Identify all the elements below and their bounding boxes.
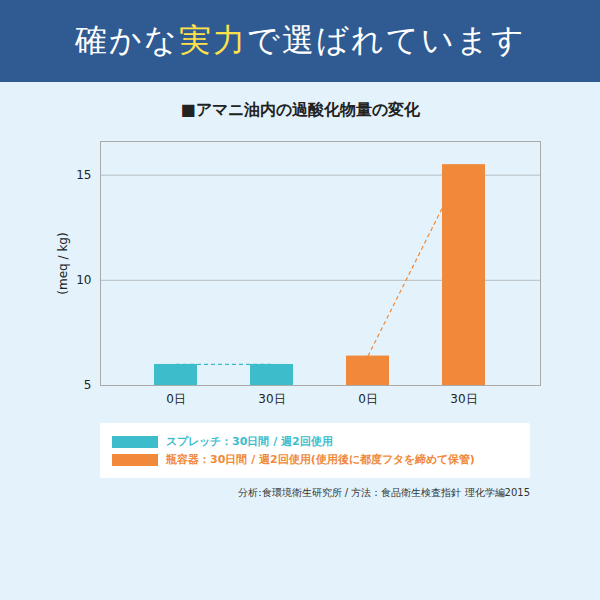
- svg-text:10: 10: [76, 273, 91, 287]
- html-text:分析:食環境衛生研究所 / 方法：食品衛生検査指針 理化学編: 分析:食環境衛生研究所 / 方法：食品衛生検査指針 理化学編2015: [238, 487, 530, 498]
- svg-text:15: 15: [76, 168, 91, 182]
- svg-text:0日: 0日: [358, 392, 378, 406]
- html-text:■アマニ油内の過酸化物量の変化: ■アマニ油内の過酸化物量の変化: [180, 100, 420, 119]
- svg-text:5: 5: [84, 378, 92, 392]
- html-text:スプレッチ：30日間 / 週2回使用: スプレッチ：30日間 / 週2回使用: [166, 435, 333, 448]
- svg-text:30日: 30日: [450, 392, 477, 406]
- html-text:確かな実力で選ばれています: 確かな実力で選ばれています: [74, 21, 526, 59]
- svg-text:(meq / kg): (meq / kg): [56, 232, 70, 294]
- html-text:瓶容器：30日間 / 週2回使用(使用後に都度フタを締めて保: 瓶容器：30日間 / 週2回使用(使用後に都度フタを締めて保管): [166, 453, 475, 466]
- svg-text:30日: 30日: [258, 392, 285, 406]
- svg-text:0日: 0日: [166, 392, 186, 406]
